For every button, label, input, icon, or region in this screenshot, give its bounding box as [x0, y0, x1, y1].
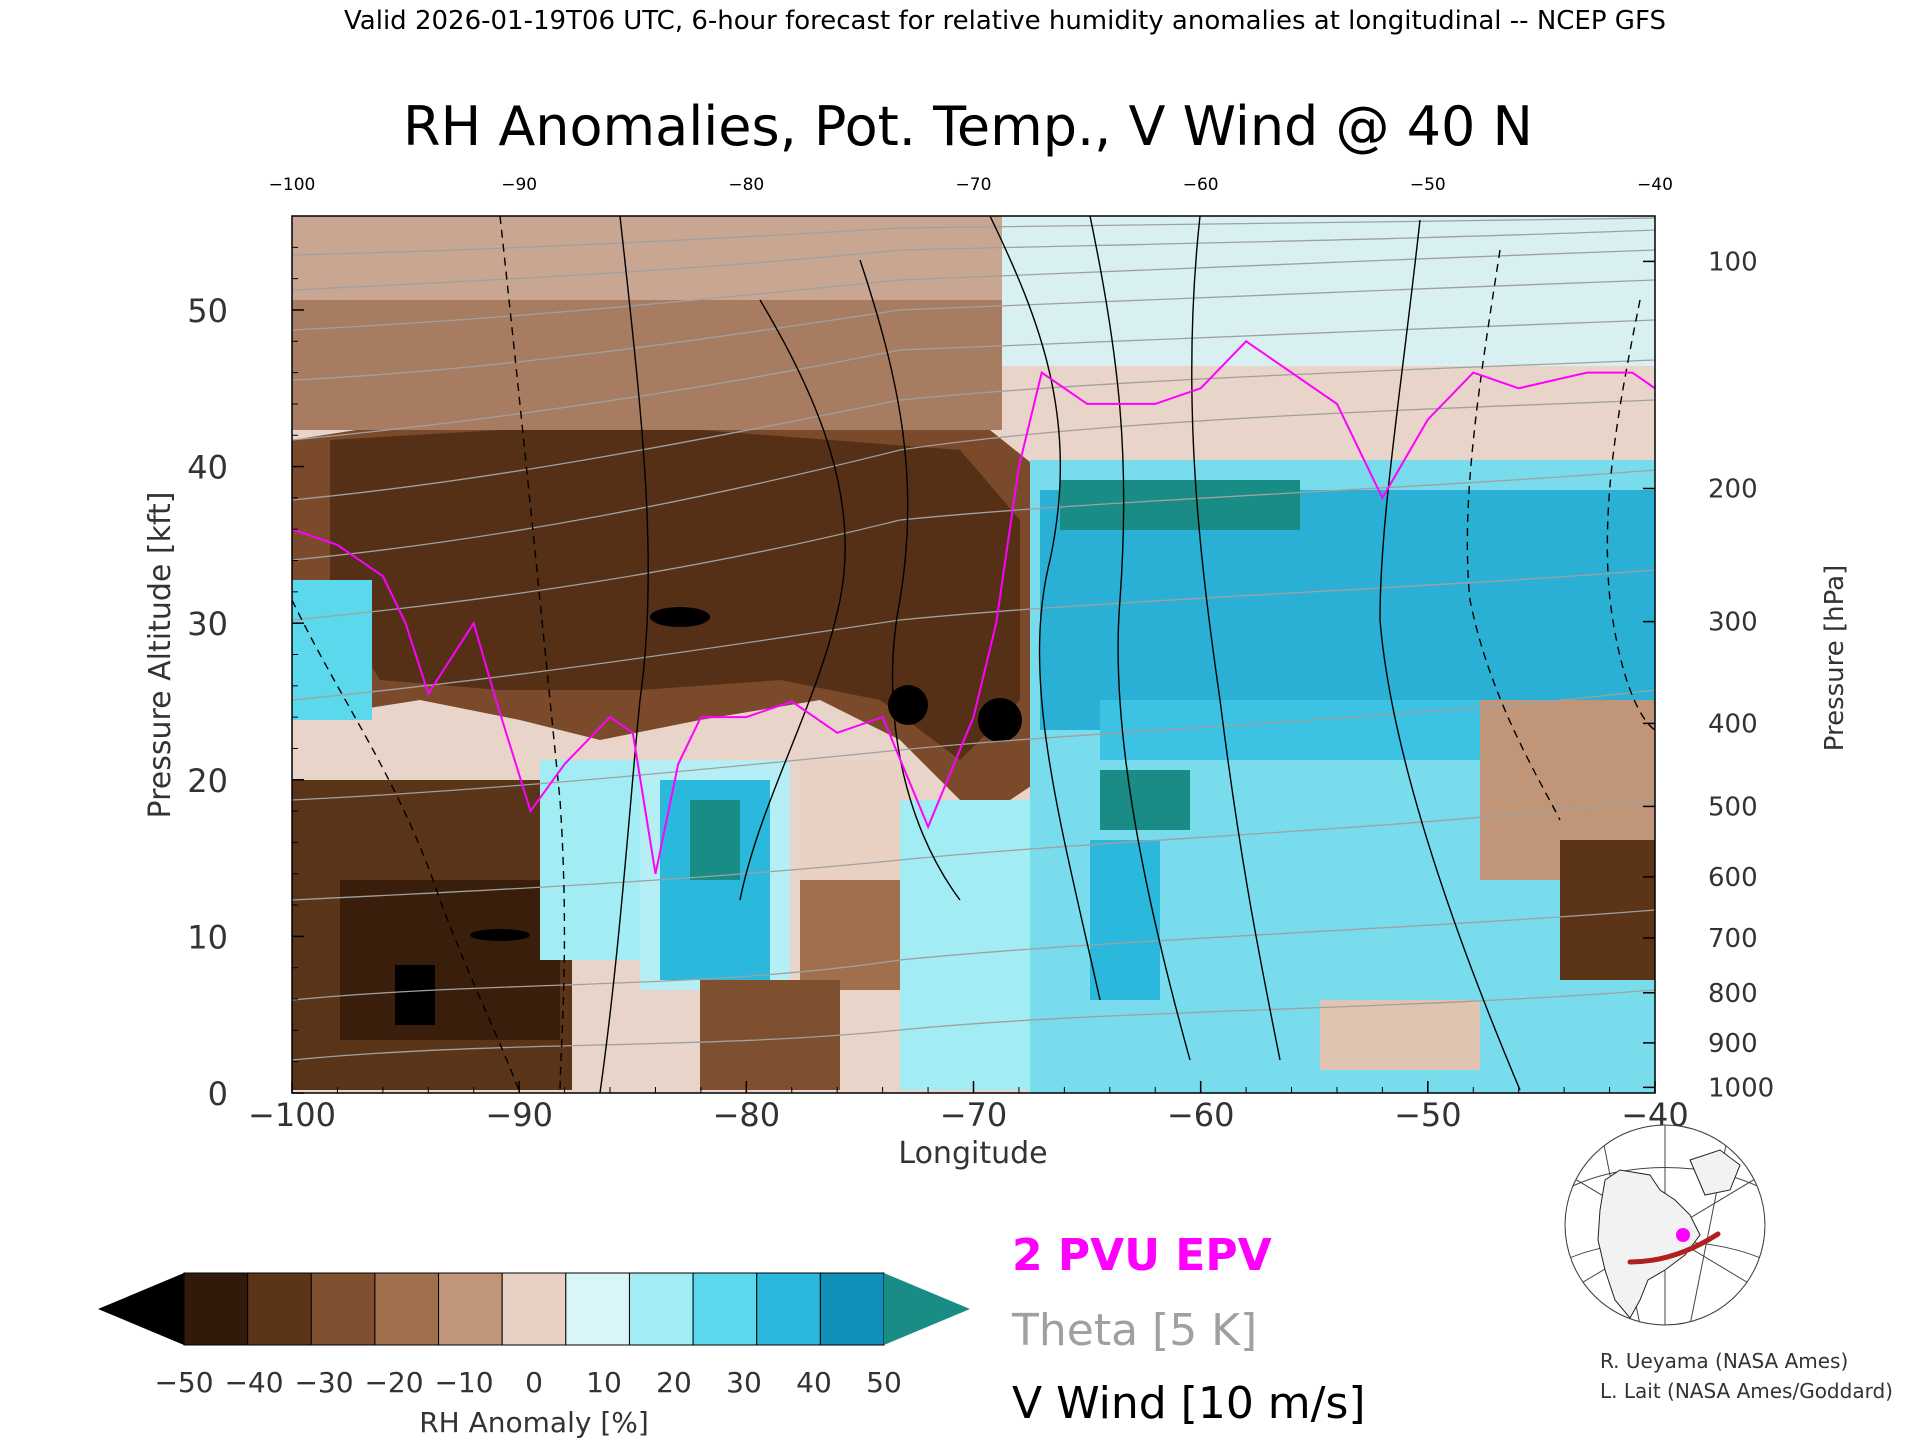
x-axis-top: −100 −90 −80 −70 −60 −50 −40	[269, 175, 1673, 195]
x-top-tick-label: −100	[269, 175, 316, 195]
inset-map-path	[1627, 1231, 1721, 1265]
legend-vwind: V Wind [10 m/s]	[1012, 1378, 1366, 1429]
colorbar-box	[374, 1272, 440, 1346]
colorbar-under-arrow	[98, 1273, 184, 1345]
x-top-tick-label: −80	[728, 175, 764, 195]
pressure-tick-label: 500	[1708, 792, 1758, 822]
greenland-outline	[1689, 1149, 1741, 1196]
colorbar-box	[310, 1272, 376, 1346]
x-axis-bottom: −100 −90 −80 −70 −60 −50 −40	[248, 1081, 1689, 1134]
y-tick-label: 20	[187, 762, 228, 800]
colorbar-box	[565, 1272, 630, 1346]
colorbar-tick-label: −40	[224, 1366, 283, 1399]
colorbar-box	[819, 1272, 885, 1346]
x-tick-label: −80	[713, 1096, 781, 1134]
v-wind-contours	[292, 216, 1655, 1093]
colorbar-tick-label: 40	[796, 1366, 832, 1399]
colorbar-box	[438, 1272, 503, 1346]
legend-epv: 2 PVU EPV	[1012, 1230, 1272, 1281]
colorbar: −50 −40 −30 −20 −10 0 10 20 30 40 50 RH Anomaly [%…	[98, 1272, 970, 1439]
colorbar-tick-label: 20	[656, 1366, 692, 1399]
pressure-tick-label: 900	[1708, 1029, 1758, 1059]
y2-axis-label: Pressure [hPa]	[1820, 565, 1850, 752]
inset-map-marker	[1676, 1228, 1690, 1242]
chart-title: RH Anomalies, Pot. Temp., V Wind @ 40 N	[403, 95, 1533, 158]
x-tick-label: −90	[485, 1096, 553, 1134]
colorbar-box	[183, 1272, 249, 1346]
x-tick-label: −100	[248, 1096, 336, 1134]
pressure-tick-label: 600	[1708, 863, 1758, 893]
y-tick-label: 10	[187, 918, 228, 956]
colorbar-tick-label: 30	[726, 1366, 762, 1399]
x-top-tick-label: −60	[1183, 175, 1219, 195]
colorbar-tick-label: −30	[294, 1366, 353, 1399]
y-tick-label: 30	[187, 605, 228, 643]
y-tick-label: 0	[208, 1075, 228, 1113]
legend: 2 PVU EPV Theta [5 K] V Wind [10 m/s]	[1011, 1230, 1366, 1429]
colorbar-box	[501, 1272, 567, 1346]
y-axis-right: 100 200 300 400 500 600 700 800 900 1000	[1643, 247, 1774, 1103]
north-america-outline	[1597, 1169, 1701, 1319]
x-axis-label: Longitude	[898, 1136, 1047, 1171]
x-top-tick-label: −90	[501, 175, 537, 195]
pressure-tick-label: 1000	[1708, 1073, 1774, 1103]
inset-map	[1564, 1124, 1766, 1326]
colorbar-over-arrow	[884, 1273, 970, 1345]
x-top-tick-label: −40	[1637, 175, 1673, 195]
colorbar-box	[247, 1272, 312, 1346]
credit-2: L. Lait (NASA Ames/Goddard)	[1600, 1379, 1893, 1403]
colorbar-tick-label: −50	[154, 1366, 213, 1399]
x-top-tick-label: −70	[956, 175, 992, 195]
y-axis-label: Pressure Altitude [kft]	[143, 492, 178, 819]
x-tick-label: −50	[1394, 1096, 1462, 1134]
credit-1: R. Ueyama (NASA Ames)	[1600, 1349, 1848, 1373]
colorbar-box	[692, 1272, 758, 1346]
x-tick-label: −70	[940, 1096, 1008, 1134]
colorbar-box	[756, 1272, 821, 1346]
y-tick-label: 50	[187, 292, 228, 330]
plot-area	[291, 215, 1656, 1094]
y-axis-left: 0 10 20 30 40 50	[187, 215, 304, 1113]
pressure-tick-label: 800	[1708, 979, 1758, 1009]
epv-2pvu-line	[292, 339, 1655, 875]
header-text: Valid 2026-01-19T06 UTC, 6-hour forecast…	[344, 6, 1666, 36]
colorbar-tick-label: 0	[525, 1366, 543, 1399]
x-top-tick-label: −50	[1410, 175, 1446, 195]
pressure-tick-label: 300	[1708, 608, 1758, 638]
y-tick-label: 40	[187, 449, 228, 487]
rh-anomaly-field	[292, 216, 1655, 1093]
pressure-tick-label: 700	[1708, 924, 1758, 954]
pressure-tick-label: 200	[1708, 474, 1758, 504]
colorbar-tick-label: −10	[434, 1366, 493, 1399]
colorbar-tick-label: −20	[364, 1366, 423, 1399]
x-tick-label: −60	[1167, 1096, 1235, 1134]
colorbar-tick-label: 10	[586, 1366, 622, 1399]
colorbar-box	[628, 1272, 694, 1346]
legend-theta: Theta [5 K]	[1011, 1305, 1257, 1356]
colorbar-label: RH Anomaly [%]	[419, 1406, 649, 1439]
pressure-tick-label: 400	[1708, 709, 1758, 739]
colorbar-tick-label: 50	[866, 1366, 902, 1399]
pressure-tick-label: 100	[1708, 247, 1758, 277]
